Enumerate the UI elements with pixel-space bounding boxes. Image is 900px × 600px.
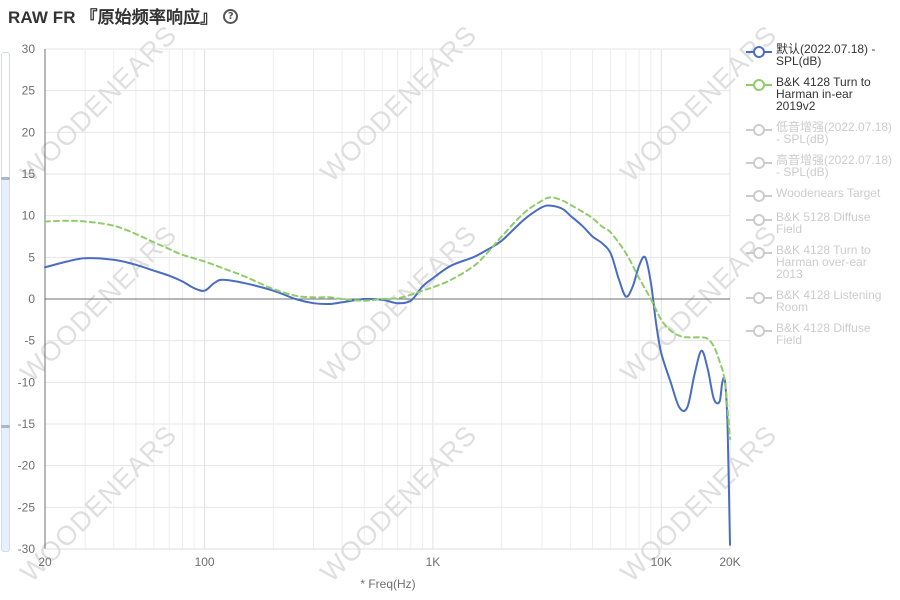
x-tick-label: 20 — [38, 555, 52, 569]
legend-marker-icon — [746, 157, 772, 169]
legend-marker-icon — [746, 292, 772, 304]
y-zoom-slider[interactable] — [1, 52, 10, 552]
y-tick-label: 25 — [22, 84, 36, 98]
y-zoom-selection[interactable] — [2, 178, 9, 551]
y-tick-label: -20 — [18, 459, 36, 473]
legend-label: B&K 4128 Listening Room — [776, 288, 882, 314]
x-tick-label: 10K — [651, 555, 672, 569]
legend-label: B&K 5128 Diffuse Field — [776, 210, 871, 236]
legend-marker-icon — [746, 247, 772, 259]
legend-label: 默认(2022.07.18) - SPL(dB) — [776, 42, 876, 68]
y-tick-label: 5 — [28, 250, 35, 264]
legend-label: B&K 4128 Turn to Harman over-ear 2013 — [776, 243, 871, 281]
y-zoom-handle-top[interactable] — [1, 177, 10, 180]
series-layer — [44, 196, 731, 546]
y-tick-label: 20 — [22, 125, 36, 139]
y-tick-label: -15 — [18, 417, 36, 431]
y-tick-label: 30 — [22, 42, 36, 56]
x-tick-label: 100 — [195, 555, 215, 569]
legend-marker-icon — [746, 46, 772, 58]
x-tick-label: 1K — [426, 555, 441, 569]
legend-marker-icon — [746, 190, 772, 202]
legend-marker-icon — [746, 124, 772, 136]
y-tick-label: -10 — [18, 375, 36, 389]
x-tick-label: 20K — [719, 555, 740, 569]
legend-item-6[interactable]: B&K 5128 Diffuse Field — [746, 211, 898, 235]
y-tick-label: 15 — [22, 167, 36, 181]
legend-marker-icon — [746, 214, 772, 226]
legend-marker-icon — [746, 325, 772, 337]
series-line-2[interactable] — [44, 196, 731, 440]
legend-item-7[interactable]: B&K 4128 Turn to Harman over-ear 2013 — [746, 244, 898, 280]
legend-item-8[interactable]: B&K 4128 Listening Room — [746, 289, 898, 313]
legend-label: 高音增强(2022.07.18) - SPL(dB) — [776, 153, 893, 179]
watermark-text: WOODENEARS — [614, 419, 782, 587]
y-tick-label: 10 — [22, 209, 36, 223]
watermark-text: WOODENEARS — [314, 419, 482, 587]
legend-item-1[interactable]: 默认(2022.07.18) - SPL(dB) — [746, 43, 898, 67]
y-tick-label: -30 — [18, 542, 36, 556]
chart-title: RAW FR 『原始频率响应』 — [8, 7, 218, 27]
legend-item-5[interactable]: Woodenears Target — [746, 187, 898, 202]
x-axis-title: * Freq(Hz) — [360, 577, 415, 591]
watermark-text: WOODENEARS — [314, 19, 482, 187]
question-circle-icon[interactable]: ? — [223, 8, 239, 24]
legend-label: B&K 4128 Diffuse Field — [776, 321, 871, 347]
y-zoom-handle-mid[interactable] — [1, 425, 10, 428]
legend-label: Woodenears Target — [776, 186, 881, 200]
legend-item-3[interactable]: 低音增强(2022.07.18) - SPL(dB) — [746, 121, 898, 145]
legend-marker-icon — [746, 79, 772, 91]
legend-item-9[interactable]: B&K 4128 Diffuse Field — [746, 322, 898, 346]
legend-label: B&K 4128 Turn to Harman in-ear 2019v2 — [776, 75, 871, 113]
watermark-text: WOODENEARS — [14, 19, 182, 187]
y-tick-label: -25 — [18, 500, 36, 514]
y-tick-label: -5 — [24, 334, 35, 348]
legend-label: 低音增强(2022.07.18) - SPL(dB) — [776, 120, 893, 146]
y-tick-label: 0 — [28, 292, 35, 306]
legend-item-4[interactable]: 高音增强(2022.07.18) - SPL(dB) — [746, 154, 898, 178]
series-line-1[interactable] — [44, 204, 731, 546]
legend-item-2[interactable]: B&K 4128 Turn to Harman in-ear 2019v2 — [746, 76, 898, 112]
legend: 默认(2022.07.18) - SPL(dB) B&K 4128 Turn to… — [746, 43, 898, 355]
title-bar: RAW FR 『原始频率响应』 ? — [8, 4, 239, 27]
